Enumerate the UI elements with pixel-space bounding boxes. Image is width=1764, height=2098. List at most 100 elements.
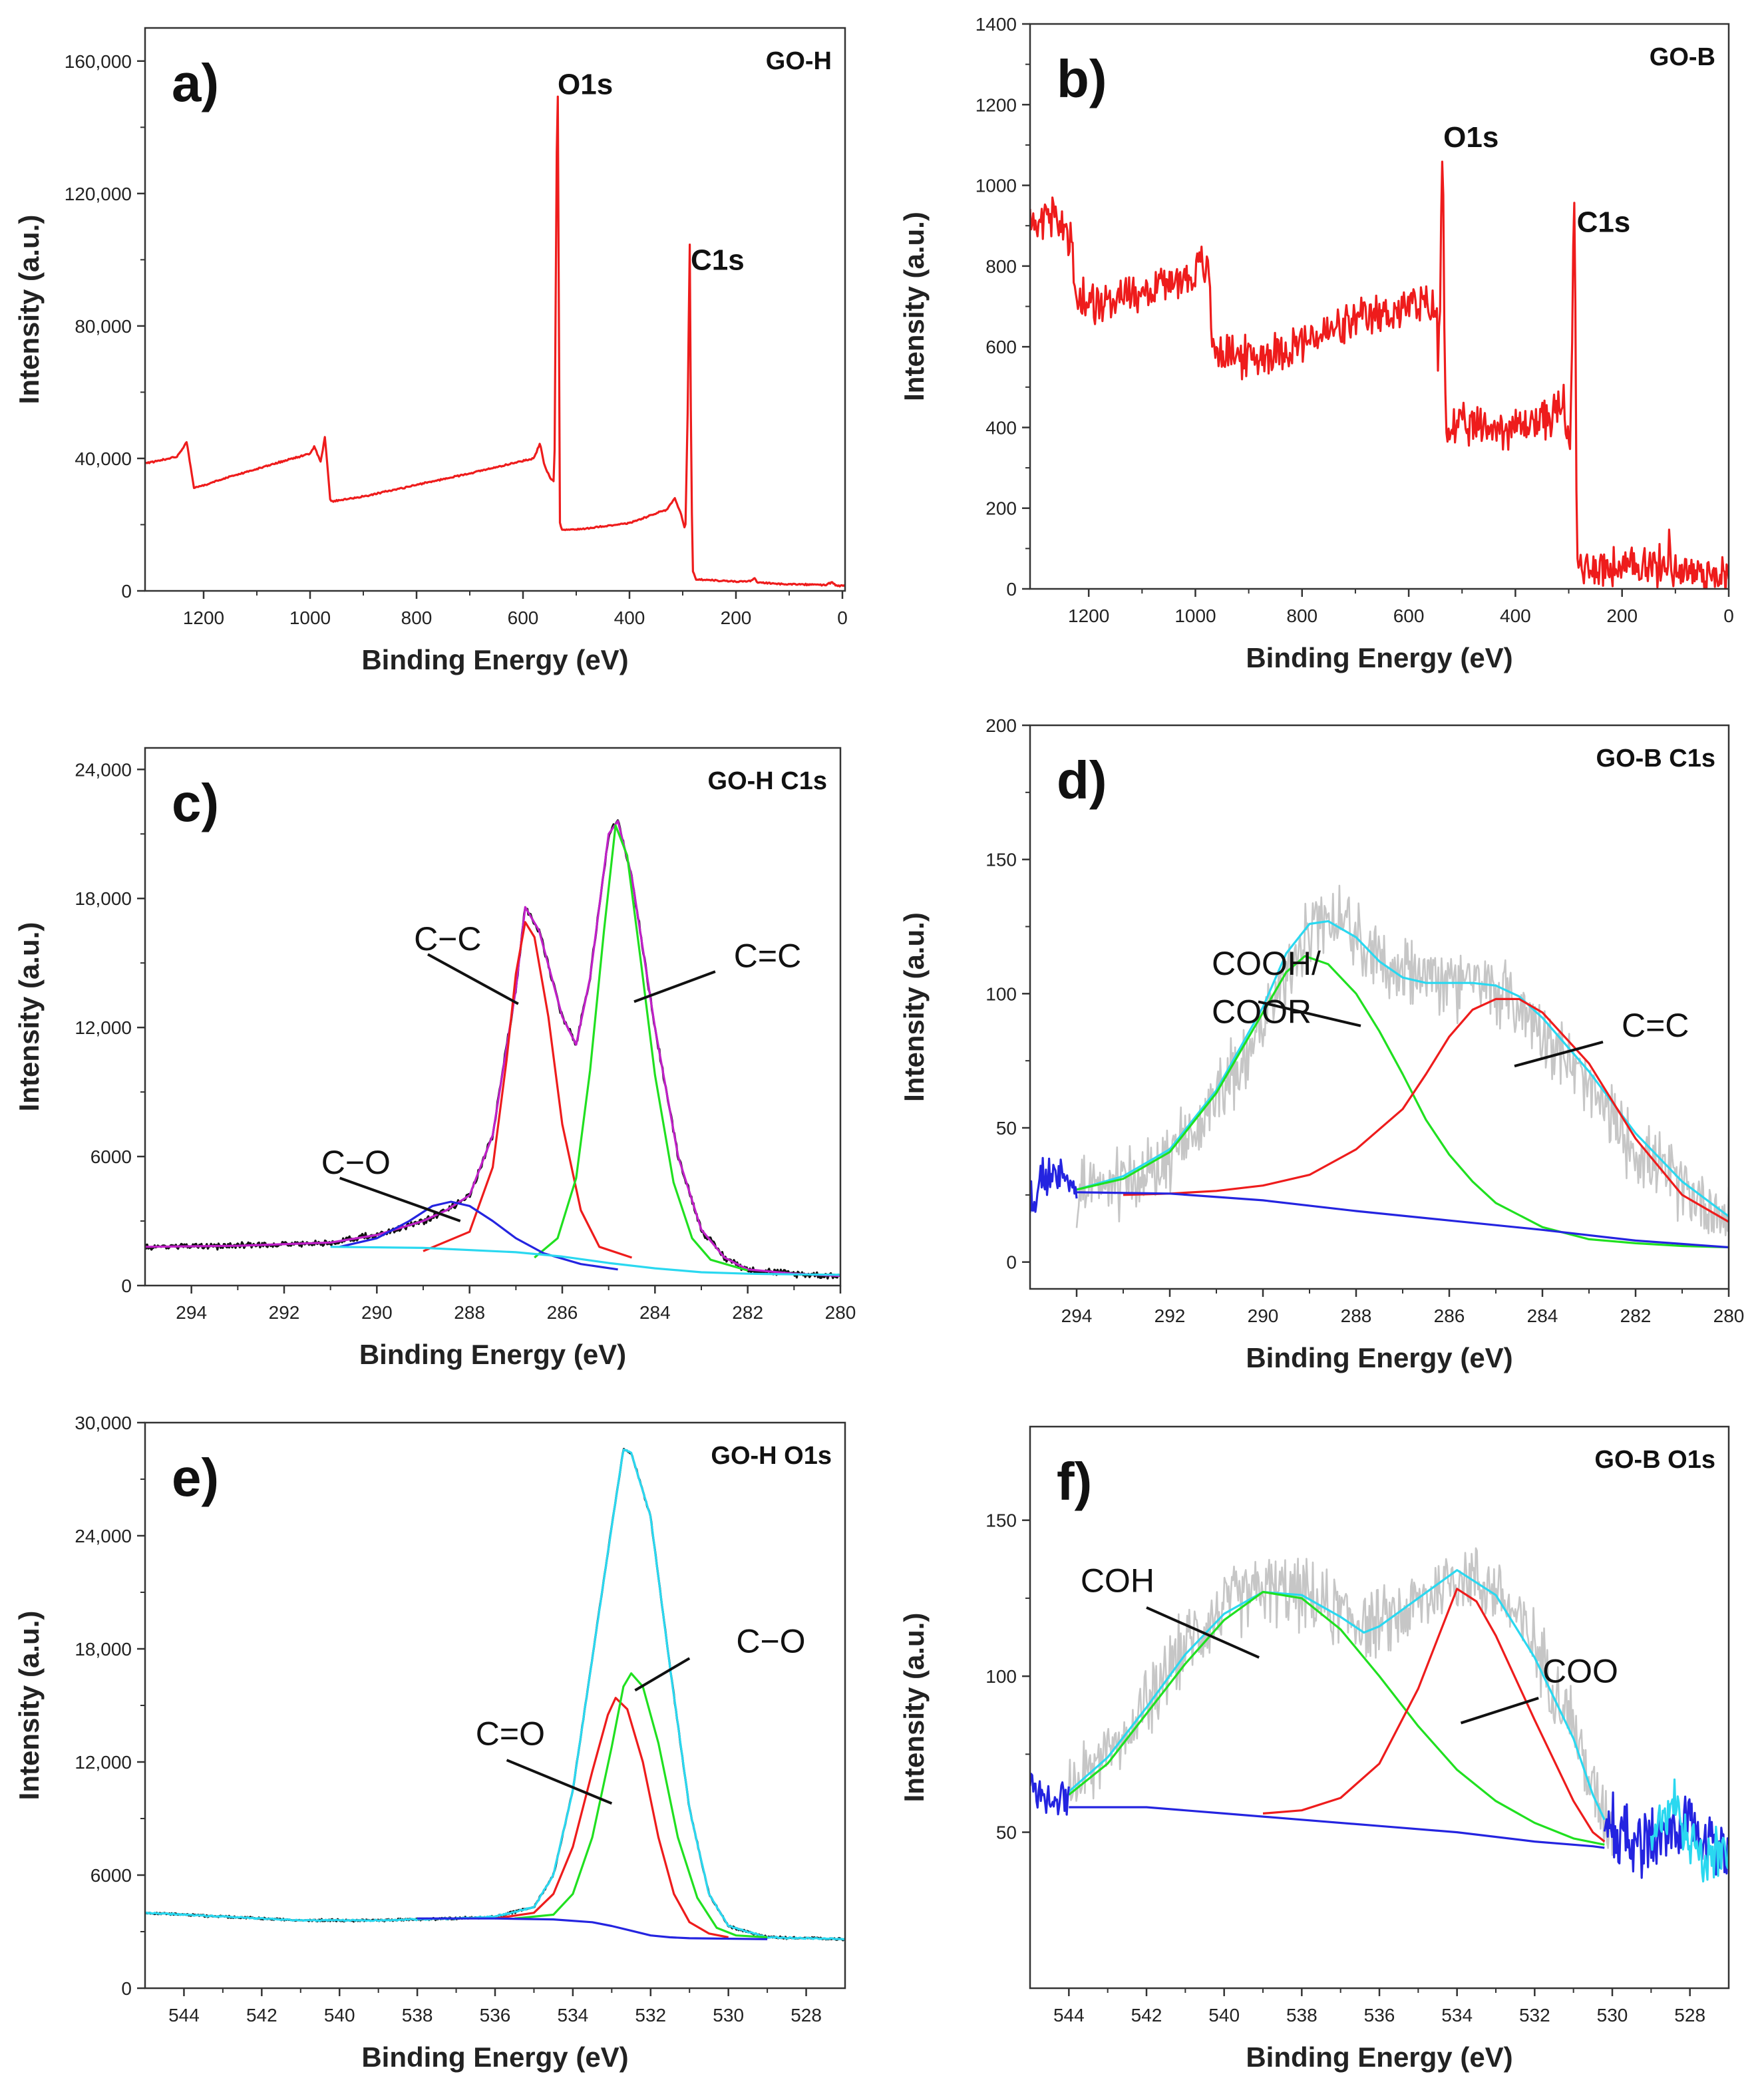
series-group — [1030, 160, 1729, 589]
x-tick-label: 540 — [324, 2005, 355, 2025]
peak-label: COOR — [1212, 993, 1312, 1031]
x-tick-label: 530 — [713, 2005, 744, 2025]
panel-b: 1200 1000 800 600 400 200 0 0 200 400 600 800 1000 12… — [898, 14, 1734, 673]
x-tick-label: 290 — [361, 1302, 393, 1323]
annotation-leader — [1514, 1041, 1604, 1068]
x-tick-label: 528 — [1674, 2005, 1705, 2025]
y-tick-label: 12,000 — [75, 1752, 132, 1773]
x-tick-label: 280 — [825, 1302, 856, 1323]
x-tick-label: 282 — [1620, 1306, 1652, 1326]
x-tick-label: 288 — [454, 1302, 485, 1323]
y-tick-label: 0 — [1006, 579, 1017, 600]
y-tick-label: 6000 — [90, 1865, 132, 1886]
series-envelope — [145, 820, 840, 1278]
panel-title: GO-H C1s — [708, 767, 827, 795]
series-group — [145, 819, 840, 1280]
y-tick-label: 120,000 — [65, 184, 132, 204]
y-tick-label: 100 — [985, 983, 1017, 1004]
x-tick-label: 800 — [401, 608, 433, 628]
panel-d: 294 292 290 288 286 284 282 280 0 50 100 150 200 Bind… — [898, 715, 1744, 1373]
peak-label: C1s — [1577, 206, 1631, 238]
peak-label: C−O — [321, 1144, 391, 1181]
x-tick-label: 0 — [1723, 606, 1734, 626]
x-tick-label: 282 — [732, 1302, 763, 1323]
y-tick-label: 150 — [985, 850, 1017, 870]
panel-c: 294 292 290 288 286 284 282 280 0 6000 12,000 18,00… — [13, 747, 856, 1370]
annotation-leader — [1460, 1697, 1539, 1725]
y-axis-title: Intensity (a.u.) — [13, 922, 45, 1112]
series-COOH — [1076, 955, 1729, 1249]
y-tick-label: 600 — [985, 337, 1017, 357]
series-group — [145, 95, 845, 588]
peak-label: O1s — [1443, 121, 1499, 154]
y-tick-label: 200 — [985, 715, 1017, 736]
x-tick-label: 800 — [1286, 606, 1318, 626]
panel-letter: f) — [1057, 1452, 1092, 1511]
peak-label: C=O — [476, 1715, 545, 1753]
x-tick-label: 536 — [480, 2005, 511, 2025]
series-background — [1076, 1191, 1729, 1249]
y-tick-label: 400 — [985, 417, 1017, 438]
series-C=C — [534, 824, 749, 1272]
x-tick-label: 1200 — [1068, 606, 1109, 626]
y-tick-label: 800 — [985, 256, 1017, 277]
y-axis-title: Intensity (a.u.) — [898, 212, 930, 401]
y-tick-label: 100 — [985, 1666, 1017, 1687]
y-tick-label: 1000 — [975, 176, 1017, 196]
x-tick-label: 1200 — [183, 608, 224, 628]
series-raw-tail — [1030, 1156, 1078, 1213]
x-axis-title: Binding Energy (eV) — [1246, 642, 1512, 673]
x-tick-label: 1000 — [1174, 606, 1216, 626]
annotation-leader — [506, 1759, 613, 1805]
x-tick-label: 280 — [1713, 1306, 1745, 1326]
panel-letter: b) — [1057, 49, 1107, 108]
x-tick-label: 536 — [1364, 2005, 1395, 2025]
y-tick-label: 6000 — [90, 1146, 132, 1167]
y-tick-label: 0 — [121, 1978, 132, 1999]
series-C-O — [514, 1672, 768, 1939]
y-tick-label: 50 — [996, 1118, 1017, 1138]
series-background — [417, 1917, 768, 1940]
series-group — [1030, 1547, 1729, 1883]
peak-label: C−O — [736, 1623, 805, 1660]
panel-title: GO-B — [1650, 43, 1715, 71]
peak-label: C−C — [414, 920, 481, 958]
series-survey — [1030, 160, 1729, 589]
x-axis-title: Binding Energy (eV) — [359, 1339, 626, 1370]
x-tick-label: 400 — [1500, 606, 1531, 626]
y-tick-label: 18,000 — [75, 1639, 132, 1660]
series-group — [145, 1447, 845, 1942]
x-tick-label: 0 — [837, 608, 848, 628]
x-axis-title: Binding Energy (eV) — [1246, 2041, 1512, 2073]
y-tick-label: 150 — [985, 1510, 1017, 1531]
x-tick-label: 528 — [791, 2005, 822, 2025]
x-tick-label: 286 — [547, 1302, 578, 1323]
x-tick-label: 292 — [269, 1302, 300, 1323]
series-background — [1069, 1806, 1605, 1849]
series-raw — [145, 1447, 845, 1942]
peak-label: O1s — [558, 69, 613, 101]
series-COH — [1068, 1590, 1605, 1846]
x-tick-label: 294 — [1061, 1306, 1093, 1326]
annotation-leader — [633, 970, 716, 1003]
x-tick-label: 600 — [1393, 606, 1425, 626]
series-C=C — [1123, 997, 1729, 1223]
y-tick-label: 160,000 — [65, 51, 132, 72]
panel-letter: d) — [1057, 751, 1107, 810]
x-axis-title: Binding Energy (eV) — [1246, 1342, 1512, 1373]
peak-label: COOH/ — [1212, 945, 1321, 982]
y-tick-label: 80,000 — [75, 316, 132, 337]
x-tick-label: 532 — [1519, 2005, 1550, 2025]
series-raw-tail-right-cyan — [1650, 1778, 1729, 1883]
plot-frame — [1029, 1425, 1730, 1990]
x-tick-label: 538 — [402, 2005, 433, 2025]
panel-a: 1200 1000 800 600 400 200 0 0 40,000 80,000 120,00… — [13, 27, 848, 675]
y-tick-label: 0 — [121, 1276, 132, 1296]
plot-frame — [144, 1421, 846, 1990]
x-tick-label: 600 — [508, 608, 539, 628]
x-tick-label: 288 — [1341, 1306, 1372, 1326]
panel-letter: e) — [172, 1448, 219, 1507]
annotation-leader — [339, 1176, 461, 1222]
x-tick-label: 284 — [639, 1302, 671, 1323]
